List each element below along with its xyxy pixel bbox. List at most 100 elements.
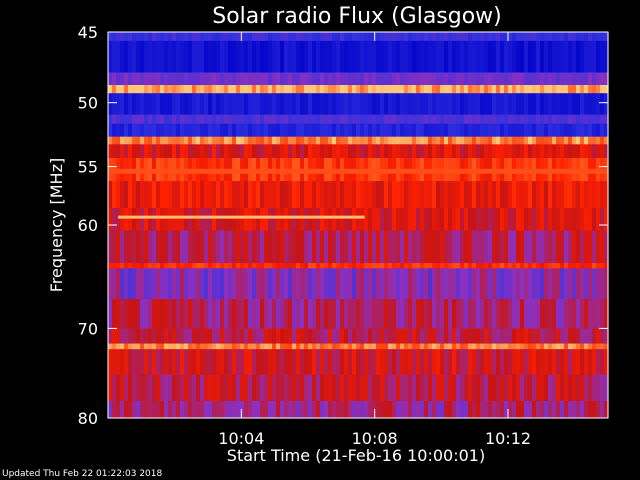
heatmap-cell xyxy=(184,208,189,232)
heatmap-cell xyxy=(424,230,429,264)
heatmap-cell xyxy=(216,123,221,138)
heatmap-cell xyxy=(436,144,441,159)
heatmap-cell xyxy=(488,93,493,116)
heatmap-cell xyxy=(228,374,233,402)
heatmap-cell xyxy=(212,85,217,94)
heatmap-cell xyxy=(412,123,417,138)
heatmap-cell xyxy=(160,299,165,330)
heatmap-cell xyxy=(600,268,605,300)
heatmap-cell xyxy=(232,114,237,125)
heatmap-cell xyxy=(188,349,193,376)
heatmap-cell xyxy=(200,374,205,402)
heatmap-cell xyxy=(548,401,553,419)
heatmap-cell xyxy=(232,136,237,145)
heatmap-cell xyxy=(140,349,145,376)
heatmap-cell xyxy=(448,328,453,345)
heatmap-cell xyxy=(516,268,521,300)
heatmap-cell xyxy=(200,181,205,209)
heatmap-cell xyxy=(304,349,309,376)
heatmap-cell xyxy=(268,208,273,232)
heatmap-cell xyxy=(204,93,209,116)
heatmap-cell xyxy=(252,181,257,209)
heatmap-cell xyxy=(168,401,173,419)
heatmap-cell xyxy=(264,93,269,116)
heatmap-cell xyxy=(376,374,381,402)
heatmap-cell xyxy=(260,343,265,350)
heatmap-cell xyxy=(224,32,229,42)
heatmap-cell xyxy=(584,230,589,264)
x-tick-label-10:08: 10:08 xyxy=(352,429,398,448)
heatmap-cell xyxy=(572,349,577,376)
heatmap-cell xyxy=(432,114,437,125)
heatmap-cell xyxy=(244,268,249,300)
heatmap-cell xyxy=(280,144,285,159)
heatmap-cell xyxy=(464,343,469,350)
heatmap-cell xyxy=(300,93,305,116)
heatmap-cell xyxy=(308,181,313,209)
heatmap-cell xyxy=(144,136,149,145)
heatmap-cell xyxy=(392,230,397,264)
heatmap-cell xyxy=(296,136,301,145)
heatmap-cell xyxy=(168,263,173,269)
heatmap-cell xyxy=(400,343,405,350)
heatmap-cell xyxy=(236,349,241,376)
heatmap-cell xyxy=(208,343,213,350)
heatmap-cell xyxy=(148,268,153,300)
heatmap-cell xyxy=(376,263,381,269)
heatmap-cell xyxy=(112,93,117,116)
heatmap-cell xyxy=(176,401,181,419)
heatmap-cell xyxy=(304,374,309,402)
heatmap-cell xyxy=(332,93,337,116)
heatmap-cell xyxy=(468,208,473,232)
heatmap-cell xyxy=(172,181,177,209)
heatmap-cell xyxy=(112,40,117,74)
heatmap-cell xyxy=(184,230,189,264)
heatmap-cell xyxy=(540,114,545,125)
heatmap-cell xyxy=(316,144,321,159)
heatmap-cell xyxy=(152,328,157,345)
heatmap-cell xyxy=(132,93,137,116)
heatmap-cell xyxy=(268,349,273,376)
heatmap-cell xyxy=(536,144,541,159)
heatmap-cell xyxy=(244,93,249,116)
heatmap-cell xyxy=(548,123,553,138)
heatmap-cell xyxy=(288,181,293,209)
heatmap-cell xyxy=(332,85,337,94)
heatmap-cell xyxy=(288,114,293,125)
heatmap-cell xyxy=(292,374,297,402)
heatmap-cell xyxy=(580,349,585,376)
heatmap-cell xyxy=(464,123,469,138)
heatmap-cell xyxy=(148,181,153,209)
heatmap-cell xyxy=(292,32,297,42)
heatmap-cell xyxy=(284,230,289,264)
heatmap-cell xyxy=(516,85,521,94)
heatmap-cell xyxy=(172,328,177,345)
heatmap-cell xyxy=(484,299,489,330)
heatmap-cell xyxy=(564,374,569,402)
heatmap-cell xyxy=(424,208,429,232)
heatmap-cell xyxy=(232,32,237,42)
heatmap-cell xyxy=(120,136,125,145)
heatmap-cell xyxy=(472,343,477,350)
heatmap-cell xyxy=(132,374,137,402)
heatmap-cell xyxy=(108,40,113,74)
heatmap-cell xyxy=(264,268,269,300)
heatmap-cell xyxy=(108,208,113,232)
heatmap-cell xyxy=(428,114,433,125)
heatmap-cell xyxy=(472,374,477,402)
frequency-band-12 xyxy=(108,230,609,264)
heatmap-cell xyxy=(256,263,261,269)
heatmap-cell xyxy=(416,208,421,232)
heatmap-cell xyxy=(316,136,321,145)
heatmap-cell xyxy=(224,93,229,116)
heatmap-cell xyxy=(472,401,477,419)
heatmap-cell xyxy=(236,114,241,125)
heatmap-cell xyxy=(256,343,261,350)
heatmap-cell xyxy=(180,401,185,419)
heatmap-cell xyxy=(364,181,369,209)
heatmap-cell xyxy=(268,40,273,74)
heatmap-cell xyxy=(292,263,297,269)
heatmap-cell xyxy=(152,85,157,94)
heatmap-cell xyxy=(224,40,229,74)
